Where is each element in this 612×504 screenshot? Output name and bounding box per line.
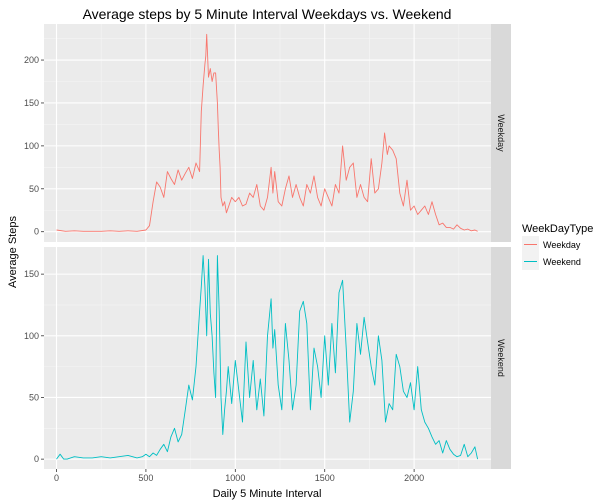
x-tick-label: 500 <box>138 473 153 483</box>
x-axis: 0 500 1000 1500 2000 <box>54 469 424 483</box>
legend-title: WeekDayType <box>522 223 593 235</box>
x-tick-label: 1500 <box>315 473 335 483</box>
x-tick-label: 1000 <box>225 473 245 483</box>
y-tick-label: 100 <box>24 141 39 151</box>
y-tick-label: 200 <box>24 55 39 65</box>
legend-item-weekend: Weekend <box>522 253 581 270</box>
legend-label: Weekday <box>543 240 581 250</box>
y-tick-label: 50 <box>29 184 39 194</box>
y-tick-label: 50 <box>29 392 39 402</box>
legend: WeekDayType Weekday Weekend <box>522 223 593 270</box>
x-tick-label: 0 <box>54 473 59 483</box>
y-tick-label: 150 <box>24 98 39 108</box>
legend-item-weekday: Weekday <box>522 236 581 253</box>
series-line-weekday <box>56 33 478 232</box>
chart-title: Average steps by 5 Minute Interval Weekd… <box>83 6 452 22</box>
y-tick-label: 0 <box>34 227 39 237</box>
facet-strip <box>491 247 511 469</box>
legend-label: Weekend <box>543 257 581 267</box>
series-line-weekend <box>56 255 479 460</box>
panel-background <box>44 24 491 242</box>
y-tick-label: 100 <box>24 331 39 341</box>
facet-panel-weekend: 0 50 100 150 Weekend <box>24 247 511 469</box>
y-axis-title: Average Steps <box>7 216 19 288</box>
facet-strip-label: Weekend <box>496 339 506 377</box>
facet-panel-weekday: 0 50 100 150 200 Weekday <box>24 24 511 242</box>
panel-background <box>44 247 491 469</box>
facet-strip <box>491 24 511 242</box>
facet-strip-label: Weekday <box>496 114 506 152</box>
y-tick-label: 150 <box>24 269 39 279</box>
x-axis-title: Daily 5 Minute Interval <box>213 488 322 500</box>
y-tick-label: 0 <box>34 454 39 464</box>
x-tick-label: 2000 <box>404 473 424 483</box>
facet-panels: 0 50 100 150 200 Weekday 0 50 100 150 Weekend <box>24 24 511 469</box>
